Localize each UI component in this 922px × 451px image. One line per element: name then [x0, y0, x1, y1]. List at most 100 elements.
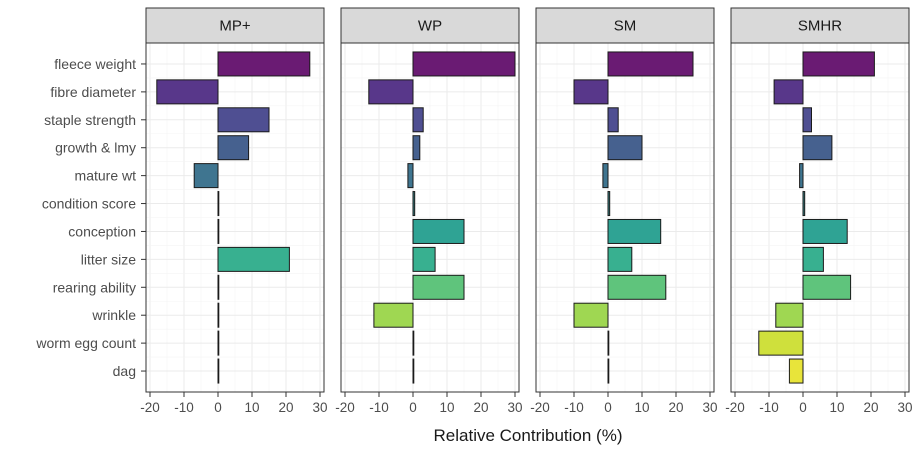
bar-condition-score — [217, 191, 220, 217]
category-label: worm egg count — [35, 335, 136, 351]
bar-mature-wt — [602, 163, 609, 189]
bar-conception — [802, 218, 848, 244]
bar-growth-lmy — [607, 135, 643, 161]
bar-rearing-ability — [412, 274, 465, 300]
bar-worm-egg-count — [217, 330, 220, 356]
category-label: wrinkle — [91, 307, 136, 323]
bar-fleece-weight — [412, 51, 516, 77]
x-tick-label: -20 — [725, 400, 745, 415]
bar-growth-lmy — [412, 135, 421, 161]
panel-border — [340, 42, 520, 393]
panel-mp-: MP+ -20 -10 0 10 20 30 — [140, 7, 328, 415]
bar-fibre-diameter — [368, 79, 414, 105]
category-label: litter size — [81, 251, 136, 267]
bar-dag — [412, 358, 415, 384]
panel-title: SMHR — [798, 18, 842, 35]
bar-fleece-weight — [217, 51, 311, 77]
bar-condition-score — [412, 191, 416, 217]
x-tick-label: 20 — [863, 400, 878, 415]
bar-worm-egg-count — [412, 330, 415, 356]
bar-fibre-diameter — [573, 79, 609, 105]
x-tick-label: 0 — [214, 400, 222, 415]
panel-title: SM — [614, 18, 637, 35]
bar-rearing-ability — [217, 274, 220, 300]
bar-staple-strength — [607, 107, 619, 133]
category-label: growth & lmy — [55, 140, 136, 156]
bar-growth-lmy — [217, 135, 250, 161]
panel-wp: WP -20 -10 0 10 20 30 — [335, 7, 523, 415]
panel-border — [535, 42, 715, 393]
x-tick-label: -10 — [174, 400, 194, 415]
bar-worm-egg-count — [607, 330, 610, 356]
bar-staple-strength — [412, 107, 424, 133]
bar-wrinkle — [217, 302, 220, 328]
bar-dag — [217, 358, 220, 384]
category-labels: fleece weight fibre diameter staple streng… — [35, 56, 146, 379]
x-tick-label: 30 — [702, 400, 717, 415]
bar-fleece-weight — [802, 51, 875, 77]
x-tick-label: -10 — [759, 400, 779, 415]
bar-growth-lmy — [802, 135, 833, 161]
bar-litter-size — [802, 246, 824, 272]
bar-fibre-diameter — [773, 79, 804, 105]
category-label: rearing ability — [53, 279, 136, 295]
x-tick-label: 0 — [799, 400, 807, 415]
panels-layer: MP+ -20 -10 0 10 20 30 WP -20 -10 0 10 20 30 SM -20 -10 0… — [140, 7, 913, 415]
x-tick-label: 30 — [897, 400, 912, 415]
bar-wrinkle — [373, 302, 414, 328]
panel-border — [730, 42, 910, 393]
x-tick-label: 30 — [312, 400, 327, 415]
x-tick-label: 20 — [278, 400, 293, 415]
x-tick-label: -10 — [564, 400, 584, 415]
bar-mature-wt — [799, 163, 804, 189]
bar-conception — [217, 218, 220, 244]
bar-rearing-ability — [802, 274, 852, 300]
x-tick-label: -20 — [335, 400, 355, 415]
panel-strip — [340, 7, 520, 44]
x-tick-label: 20 — [473, 400, 488, 415]
bar-litter-size — [607, 246, 633, 272]
bar-dag — [788, 358, 804, 384]
bar-condition-score — [607, 191, 611, 217]
bar-mature-wt — [193, 163, 219, 189]
category-label: fibre diameter — [50, 84, 136, 100]
bar-dag — [607, 358, 610, 384]
x-tick-label: 30 — [507, 400, 522, 415]
x-tick-label: -20 — [140, 400, 160, 415]
bar-fleece-weight — [607, 51, 694, 77]
category-label: dag — [113, 363, 136, 379]
bar-worm-egg-count — [758, 330, 804, 356]
bar-rearing-ability — [607, 274, 667, 300]
bar-mature-wt — [407, 163, 414, 189]
bar-wrinkle — [775, 302, 804, 328]
x-tick-label: 10 — [634, 400, 649, 415]
panel-sm: SM -20 -10 0 10 20 30 — [530, 7, 718, 415]
bar-wrinkle — [573, 302, 609, 328]
bar-litter-size — [217, 246, 290, 272]
bar-conception — [412, 218, 465, 244]
bar-fibre-diameter — [156, 79, 219, 105]
panel-border — [145, 42, 325, 393]
panel-title: WP — [418, 18, 442, 35]
panel-strip — [145, 7, 325, 44]
category-label: fleece weight — [54, 56, 136, 72]
category-label: mature wt — [75, 168, 137, 184]
bar-staple-strength — [802, 107, 812, 133]
panel-smhr: SMHR -20 -10 0 10 20 30 — [725, 7, 913, 415]
category-label: condition score — [42, 196, 136, 212]
x-tick-label: 10 — [244, 400, 259, 415]
bar-staple-strength — [217, 107, 270, 133]
category-label: staple strength — [44, 112, 136, 128]
category-label: conception — [68, 223, 136, 239]
x-tick-label: 0 — [409, 400, 417, 415]
x-tick-label: -10 — [369, 400, 389, 415]
bar-condition-score — [802, 191, 806, 217]
bar-litter-size — [412, 246, 436, 272]
x-tick-label: 10 — [439, 400, 454, 415]
panel-strip — [535, 7, 715, 44]
bar-conception — [607, 218, 662, 244]
x-axis-title: Relative Contribution (%) — [434, 426, 623, 445]
x-tick-label: 20 — [668, 400, 683, 415]
x-tick-label: -20 — [530, 400, 550, 415]
